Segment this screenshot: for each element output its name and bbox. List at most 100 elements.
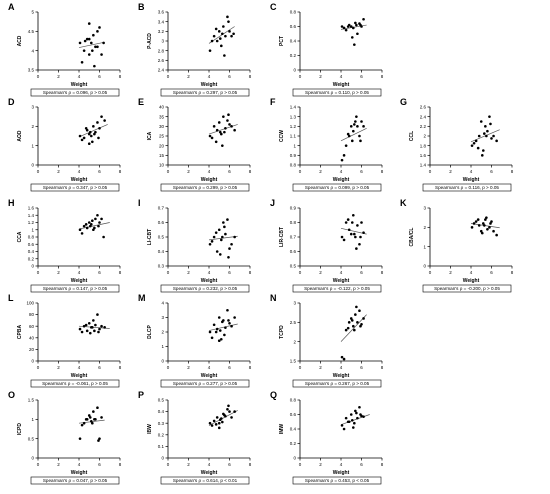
data-point xyxy=(344,221,348,224)
y-tick-label: 0.4 xyxy=(158,249,165,254)
x-axis-label: Weight xyxy=(71,177,88,183)
data-point xyxy=(230,125,233,128)
panel-label: M xyxy=(138,293,146,303)
panel-label: J xyxy=(270,198,275,208)
stat-box xyxy=(30,379,120,388)
x-tick-label: 6 xyxy=(360,169,363,174)
data-point xyxy=(476,218,480,221)
data-point xyxy=(492,229,495,233)
stat-label: Spearman's ρ = 0.147, p > 0.05 xyxy=(43,286,108,291)
data-point xyxy=(214,423,218,426)
panel-label: K xyxy=(400,198,407,208)
x-tick-label: 2 xyxy=(319,270,322,275)
data-point xyxy=(217,30,221,33)
data-point xyxy=(217,339,221,343)
data-point xyxy=(350,139,354,143)
x-tick-label: 8 xyxy=(381,270,384,275)
data-point xyxy=(359,23,362,27)
data-point xyxy=(342,238,346,242)
data-point xyxy=(480,154,484,157)
x-tick-label: 6 xyxy=(228,270,231,275)
y-tick-label: 1.5 xyxy=(290,359,297,364)
data-point xyxy=(349,25,353,28)
data-point xyxy=(87,53,91,56)
data-point xyxy=(82,224,86,228)
stat-box xyxy=(160,379,250,388)
data-point xyxy=(215,416,219,419)
trend-line xyxy=(208,410,238,426)
y-axis-label: ICA xyxy=(147,131,153,140)
panel-p: P 0 2 4 6 8 0 0.1 0.2 0.3 0.4 0.5 IBW Weight Spearman'… xyxy=(138,390,252,485)
y-axis-label: DLCP xyxy=(147,325,153,339)
y-tick-label: 60 xyxy=(29,324,35,329)
trend-line xyxy=(340,314,367,342)
y-tick-label: 1 xyxy=(423,244,426,249)
data-point xyxy=(91,421,94,425)
y-axis-label: TCPD xyxy=(279,325,285,339)
y-axis-label: LIR-CBT xyxy=(279,227,285,247)
y-tick-label: 2 xyxy=(293,339,296,344)
y-tick-label: 3.2 xyxy=(158,29,165,34)
data-point xyxy=(214,140,218,144)
data-point xyxy=(85,329,89,333)
data-point xyxy=(78,327,82,331)
y-tick-label: 1.6 xyxy=(420,153,427,158)
y-tick-label: 0.4 xyxy=(290,39,297,44)
x-tick-label: 4 xyxy=(208,462,211,467)
data-point xyxy=(230,34,233,38)
x-axis-label: Weight xyxy=(201,177,218,183)
panel-label: F xyxy=(270,97,276,107)
data-point xyxy=(352,129,355,133)
y-tick-label: 0.4 xyxy=(28,249,35,254)
y-tick-label: 3 xyxy=(161,39,164,44)
x-axis-label: Weight xyxy=(333,278,350,284)
data-point xyxy=(210,424,214,427)
y-tick-label: 0.5 xyxy=(158,235,165,240)
data-point xyxy=(344,144,348,147)
data-point xyxy=(362,415,365,418)
x-tick-label: 4 xyxy=(208,169,211,174)
stat-label: Spearman's ρ = -0.200, p > 0.05 xyxy=(434,286,500,291)
data-point xyxy=(214,27,218,31)
x-tick-label: 8 xyxy=(119,462,122,467)
y-axis-label: ACD xyxy=(17,35,23,46)
data-point xyxy=(80,330,84,334)
x-tick-label: 2 xyxy=(449,270,452,275)
data-point xyxy=(472,141,476,145)
data-point xyxy=(353,328,356,332)
data-point xyxy=(96,45,99,49)
data-point xyxy=(233,410,236,413)
data-point xyxy=(483,224,486,227)
y-tick-label: 0.6 xyxy=(28,242,35,247)
data-point xyxy=(91,140,94,144)
data-point xyxy=(470,144,474,147)
data-point xyxy=(221,144,224,147)
y-tick-label: 2.2 xyxy=(420,124,427,129)
x-tick-label: 0 xyxy=(37,270,40,275)
y-axis-label: P-ACD xyxy=(147,33,153,49)
x-tick-label: 0 xyxy=(299,462,302,467)
x-tick-label: 4 xyxy=(470,169,473,174)
data-point xyxy=(484,125,487,128)
x-tick-label: 6 xyxy=(98,462,101,467)
data-point xyxy=(224,326,227,329)
data-point xyxy=(228,410,231,413)
data-point xyxy=(222,221,225,224)
panel-label: I xyxy=(138,198,141,208)
stat-box xyxy=(30,284,120,293)
data-point xyxy=(488,226,491,229)
y-tick-label: 3.6 xyxy=(158,10,165,15)
x-axis-label: Weight xyxy=(201,373,218,379)
data-point xyxy=(88,224,92,228)
data-point xyxy=(221,320,224,324)
x-tick-label: 4 xyxy=(340,365,343,370)
stat-box xyxy=(422,183,512,192)
data-point xyxy=(215,39,219,43)
x-tick-label: 2 xyxy=(187,74,190,79)
panel-label: C xyxy=(270,2,277,12)
data-point xyxy=(228,322,231,325)
y-tick-label: 2.4 xyxy=(420,114,427,119)
data-point xyxy=(227,113,230,117)
x-tick-label: 8 xyxy=(119,365,122,370)
x-tick-label: 4 xyxy=(208,365,211,370)
